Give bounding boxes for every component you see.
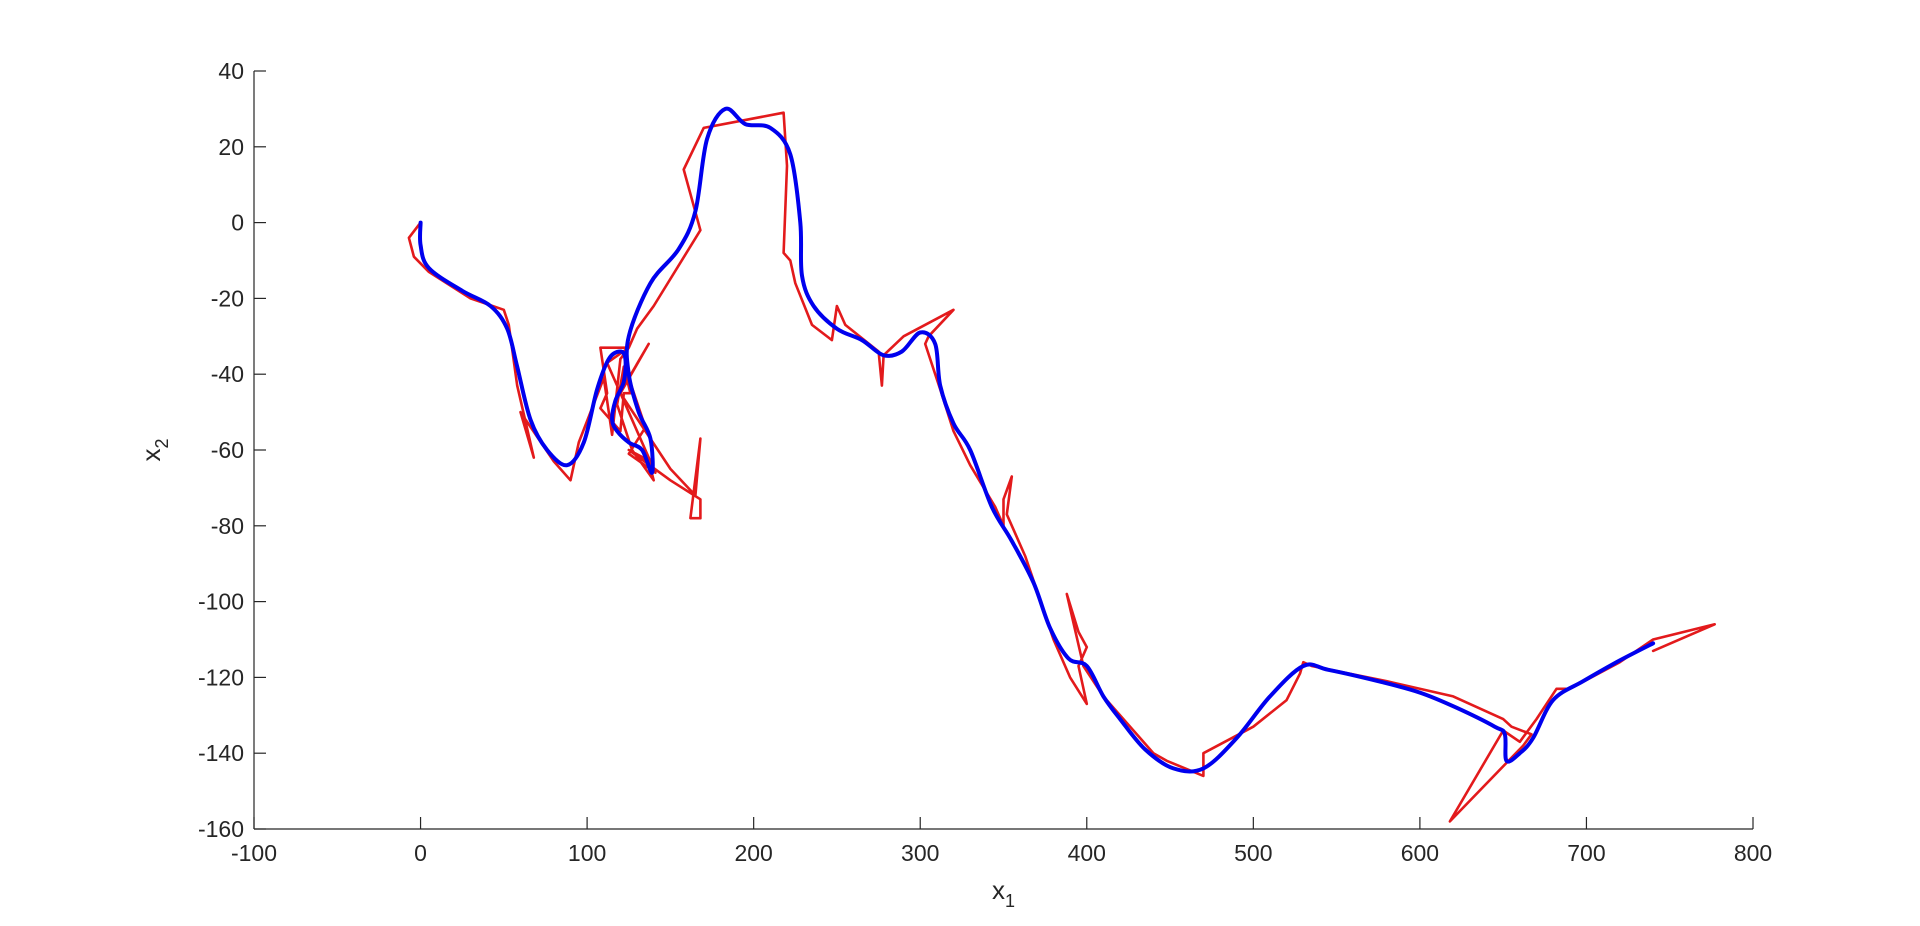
x-tick-label: 800 xyxy=(1734,840,1772,866)
y-tick-label: 0 xyxy=(231,210,244,236)
x-tick-label: 400 xyxy=(1068,840,1106,866)
series-layer xyxy=(407,106,1716,823)
y-axis-label: x2 xyxy=(136,438,172,461)
x-axis-label-main: x xyxy=(992,875,1005,905)
plot-area: -100 0 100 200 300 400 500 600 700 800 -160-140-1… xyxy=(198,58,1772,866)
x-tick-label: 300 xyxy=(901,840,939,866)
smoothed-trajectory-line xyxy=(417,106,1656,774)
y-tick-label: 40 xyxy=(218,58,244,84)
y-tick-label: -140 xyxy=(198,740,244,766)
y-tick-label: -20 xyxy=(211,285,244,311)
y-tick-label: -160 xyxy=(198,816,244,842)
x-tick-label: 500 xyxy=(1234,840,1272,866)
y-tick-label: -100 xyxy=(198,589,244,615)
raw-trajectory-line xyxy=(407,111,1716,823)
x-axis-label-subscript: 1 xyxy=(1005,891,1015,911)
y-ticks: -160 -140 -120 -100 -80 -60 -40 -20 0 20 40 xyxy=(198,58,266,842)
y-tick-label: -40 xyxy=(211,361,244,387)
y-tick-label: 20 xyxy=(218,134,244,160)
x-ticks: -100 0 100 200 300 400 500 600 700 800 xyxy=(231,817,1772,866)
x-tick-label: 600 xyxy=(1401,840,1439,866)
y-tick-label: -120 xyxy=(198,664,244,690)
x-tick-label: -100 xyxy=(231,840,277,866)
y-tick-label: -80 xyxy=(211,513,244,539)
x-tick-label: 200 xyxy=(734,840,772,866)
x-tick-label: 0 xyxy=(414,840,427,866)
x-axis-label: x1 xyxy=(992,875,1015,911)
y-tick-label: -60 xyxy=(211,437,244,463)
x-tick-label: 100 xyxy=(568,840,606,866)
y-axis-label-subscript: 2 xyxy=(152,438,172,448)
x-tick-label: 700 xyxy=(1567,840,1605,866)
y-axis-label-main: x xyxy=(136,449,166,462)
